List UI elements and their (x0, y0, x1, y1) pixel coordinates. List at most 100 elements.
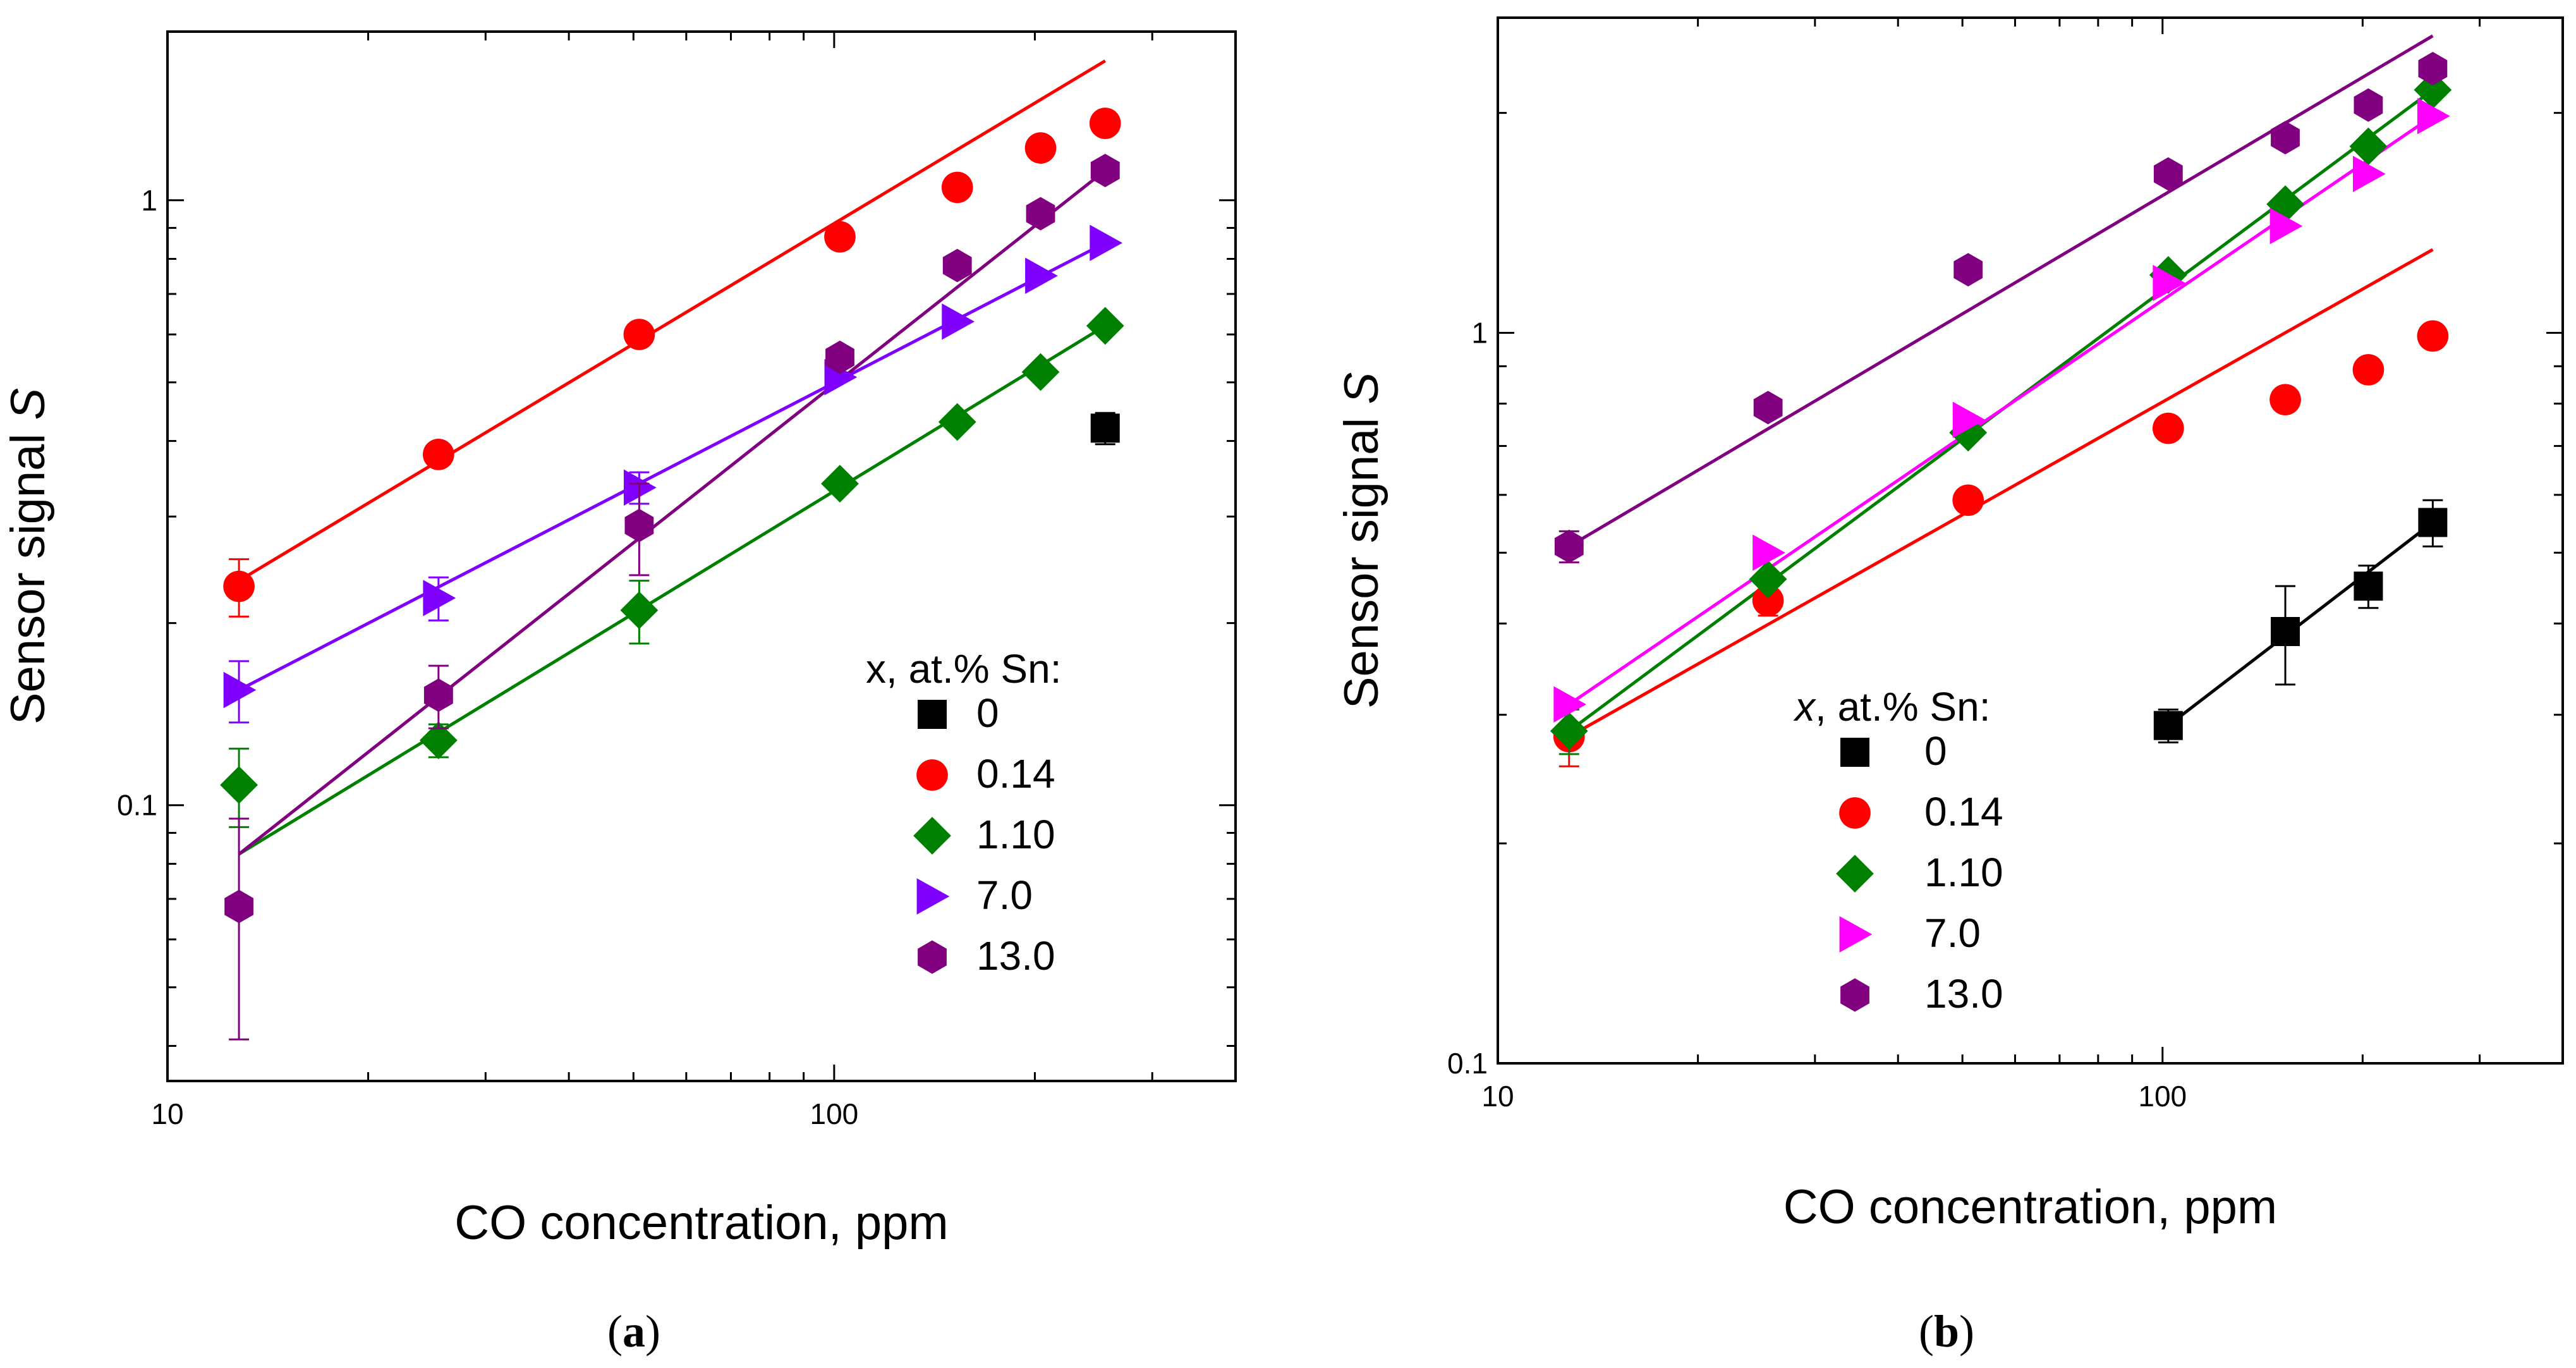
data-point (1749, 560, 1787, 599)
fit-line-0_14 (238, 59, 1107, 582)
legend-marker (913, 817, 951, 855)
data-point (224, 889, 253, 924)
data-point (2269, 207, 2303, 245)
y-tick-label: 1 (1471, 316, 1488, 349)
fit-line-7_0 (238, 241, 1106, 692)
data-point (423, 580, 456, 616)
fit-line-0_14 (1568, 248, 2434, 738)
data-point (824, 221, 856, 253)
x-tick-label: 10 (1481, 1080, 1514, 1113)
data-point (1021, 353, 1060, 391)
panel-caption: (a) (607, 1306, 660, 1357)
series-13_0 (1554, 52, 2448, 564)
x-axis-title: CO concentration, ppm (454, 1196, 949, 1250)
legend-label: 1.10 (976, 812, 1055, 857)
legend-label: 0.14 (1924, 789, 2003, 834)
data-point (623, 319, 655, 350)
data-point (2417, 97, 2450, 135)
panel-caption: (b) (1919, 1306, 1974, 1357)
series-13_0 (224, 154, 1120, 1041)
data-point (821, 465, 859, 503)
y-axis-title-symbol: S (1335, 372, 1388, 405)
data-point (1090, 413, 1120, 443)
legend-marker (1836, 855, 1874, 893)
data-point (1752, 585, 1784, 616)
x-tick-label: 10 (151, 1097, 183, 1130)
x-tick-label: 100 (810, 1097, 859, 1130)
legend-title-symbol: x (1793, 684, 1816, 730)
data-point (942, 248, 972, 283)
data-point (2271, 121, 2300, 155)
series-1_10 (220, 307, 1124, 828)
series-0 (2153, 499, 2448, 743)
series-1_10 (1550, 71, 2452, 755)
data-point (1026, 197, 1055, 231)
y-tick-label: 1 (141, 184, 157, 217)
fit-line-13_0 (238, 169, 1107, 856)
data-point (1952, 401, 1986, 438)
legend-label: 1.10 (1924, 850, 2003, 895)
data-point (825, 340, 854, 374)
data-point (1953, 253, 1983, 287)
legend-marker (916, 759, 948, 791)
data-point (2153, 711, 2183, 740)
y-axis-title: Sensor signal S (1335, 372, 1388, 709)
y-axis-ticks: 0.11 (117, 184, 1236, 1047)
data-point (2417, 320, 2449, 352)
data-point (1753, 534, 1785, 571)
data-point (1952, 484, 1984, 516)
data-point (2152, 412, 2184, 444)
caption-close: ) (645, 1306, 660, 1357)
y-tick-label: 0.1 (1447, 1047, 1488, 1080)
legend-title-text: , at.% Sn: (1815, 684, 1990, 730)
legend-label: 7.0 (976, 872, 1033, 918)
y-axis-title-symbol: S (1, 388, 55, 420)
data-point (2349, 127, 2388, 166)
data-point (1089, 107, 1121, 139)
legend: x, at.% Sn:0 0.14 1.10 7.0 13.0 (866, 646, 1061, 979)
legend-marker (1839, 797, 1871, 829)
data-point (423, 439, 454, 470)
data-point (1753, 391, 1783, 425)
data-point (419, 721, 458, 760)
data-point (2418, 508, 2448, 537)
data-point (223, 671, 257, 709)
data-point (1086, 307, 1124, 345)
data-point (1090, 224, 1123, 262)
legend: x, at.% Sn:0 0.14 1.10 7.0 13.0 (1793, 684, 2003, 1017)
data-point (2414, 71, 2452, 109)
data-point (2352, 354, 2385, 386)
data-point (2354, 88, 2383, 122)
caption-label: b (1934, 1306, 1959, 1357)
fit-lines (1568, 34, 2434, 738)
y-axis-title: Sensor signal S (1, 388, 55, 724)
data-point (223, 570, 255, 602)
data-point (624, 508, 654, 542)
data-point (1550, 712, 1588, 750)
legend-label: 13.0 (1924, 971, 2003, 1017)
plot-frame (1497, 16, 2564, 1065)
data-point (2418, 52, 2448, 85)
legend-marker (1840, 978, 1869, 1012)
fit-lines (238, 59, 1107, 856)
data-point (2269, 384, 2301, 416)
data-point (1553, 686, 1587, 723)
legend-label: 0.14 (976, 751, 1055, 797)
legend-marker (916, 878, 950, 915)
y-tick-label: 0.1 (117, 789, 157, 822)
series-7_0 (1553, 97, 2450, 723)
series-0 (1090, 412, 1120, 446)
data-point (941, 171, 973, 204)
x-axis-ticks: 10 100 (1481, 18, 2564, 1113)
caption-open: ( (1919, 1306, 1934, 1357)
y-axis-title-text: Sensor signal (1, 420, 55, 725)
x-axis-ticks: 10 100 (151, 32, 1237, 1130)
data-point (2153, 264, 2186, 302)
legend-title-text: x, at.% Sn: (866, 646, 1061, 692)
data-point (942, 303, 975, 340)
legend-marker (918, 940, 947, 974)
fit-line-0 (2167, 521, 2434, 727)
